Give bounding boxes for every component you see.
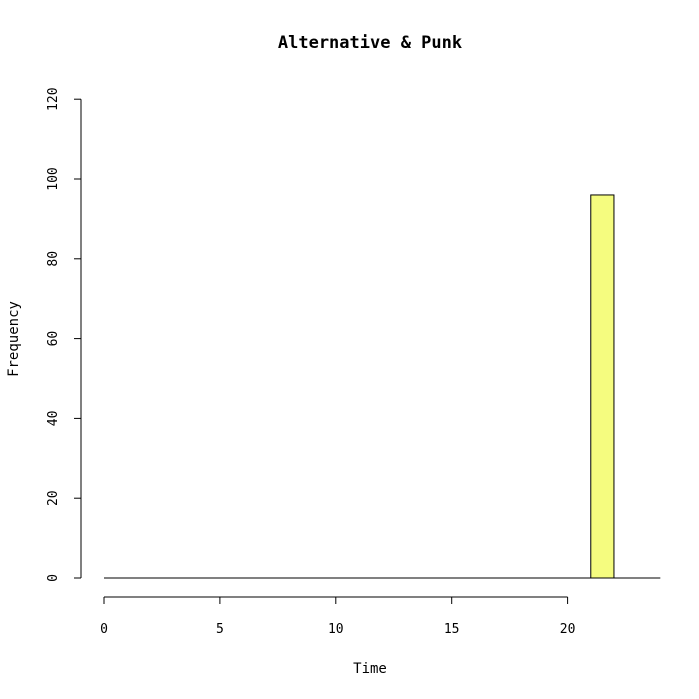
y-tick-label: 120 [46,87,61,110]
histogram-bar [590,194,615,579]
x-tick-label: 15 [444,622,460,637]
y-tick-label: 60 [46,331,61,347]
x-tick-label: 0 [100,622,108,637]
y-axis: 0 20 40 60 80 100 120 [46,87,82,582]
x-axis: 0 5 10 15 20 [100,596,576,637]
y-tick-label: 100 [46,167,61,190]
plot-area [104,194,661,579]
y-tick-label: 0 [46,574,61,582]
x-tick-label: 5 [216,622,224,637]
y-axis-label: Frequency [6,301,22,377]
x-tick-label: 10 [328,622,344,637]
x-tick-label: 20 [560,622,576,637]
x-axis-label: Time [353,661,387,677]
y-tick-label: 20 [46,490,61,506]
y-tick-label: 80 [46,251,61,267]
chart-title: Alternative & Punk [278,33,462,53]
y-tick-label: 40 [46,411,61,427]
